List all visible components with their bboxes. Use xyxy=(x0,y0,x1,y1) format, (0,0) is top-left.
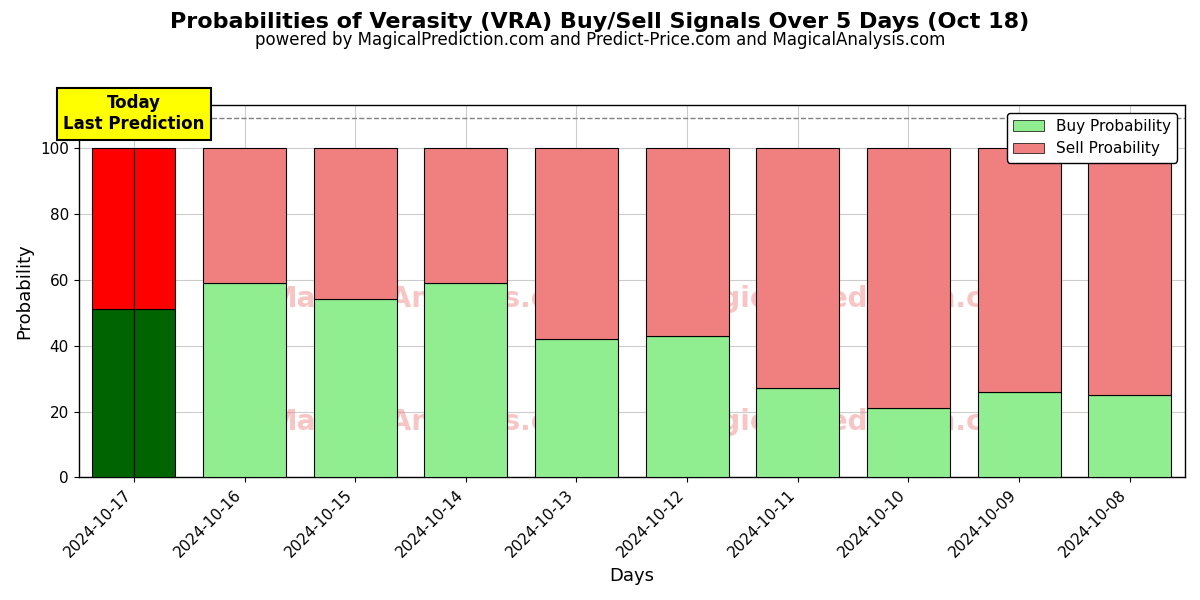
Bar xyxy=(535,339,618,478)
Text: Today
Last Prediction: Today Last Prediction xyxy=(64,94,204,133)
Bar xyxy=(1088,395,1171,478)
X-axis label: Days: Days xyxy=(610,567,654,585)
Bar xyxy=(1088,148,1171,395)
Text: MagicalPrediction.com: MagicalPrediction.com xyxy=(674,407,1031,436)
Bar xyxy=(425,283,508,478)
Bar xyxy=(92,148,134,310)
Text: powered by MagicalPrediction.com and Predict-Price.com and MagicalAnalysis.com: powered by MagicalPrediction.com and Pre… xyxy=(254,31,946,49)
Bar xyxy=(313,299,397,478)
Bar xyxy=(203,283,286,478)
Bar xyxy=(535,148,618,339)
Bar xyxy=(866,148,950,408)
Bar xyxy=(134,148,175,310)
Bar xyxy=(92,310,134,478)
Bar xyxy=(978,148,1061,392)
Bar xyxy=(646,336,728,478)
Bar xyxy=(646,148,728,336)
Bar xyxy=(134,310,175,478)
Text: MagicalPrediction.com: MagicalPrediction.com xyxy=(674,284,1031,313)
Bar xyxy=(756,148,839,388)
Text: MagicalAnalysis.com: MagicalAnalysis.com xyxy=(270,284,595,313)
Text: MagicalAnalysis.com: MagicalAnalysis.com xyxy=(270,407,595,436)
Y-axis label: Probability: Probability xyxy=(14,244,34,339)
Bar xyxy=(425,148,508,283)
Legend: Buy Probability, Sell Proability: Buy Probability, Sell Proability xyxy=(1007,113,1177,163)
Bar xyxy=(756,388,839,478)
Bar xyxy=(978,392,1061,478)
Text: Probabilities of Verasity (VRA) Buy/Sell Signals Over 5 Days (Oct 18): Probabilities of Verasity (VRA) Buy/Sell… xyxy=(170,12,1030,32)
Bar xyxy=(866,408,950,478)
Bar xyxy=(203,148,286,283)
Bar xyxy=(313,148,397,299)
